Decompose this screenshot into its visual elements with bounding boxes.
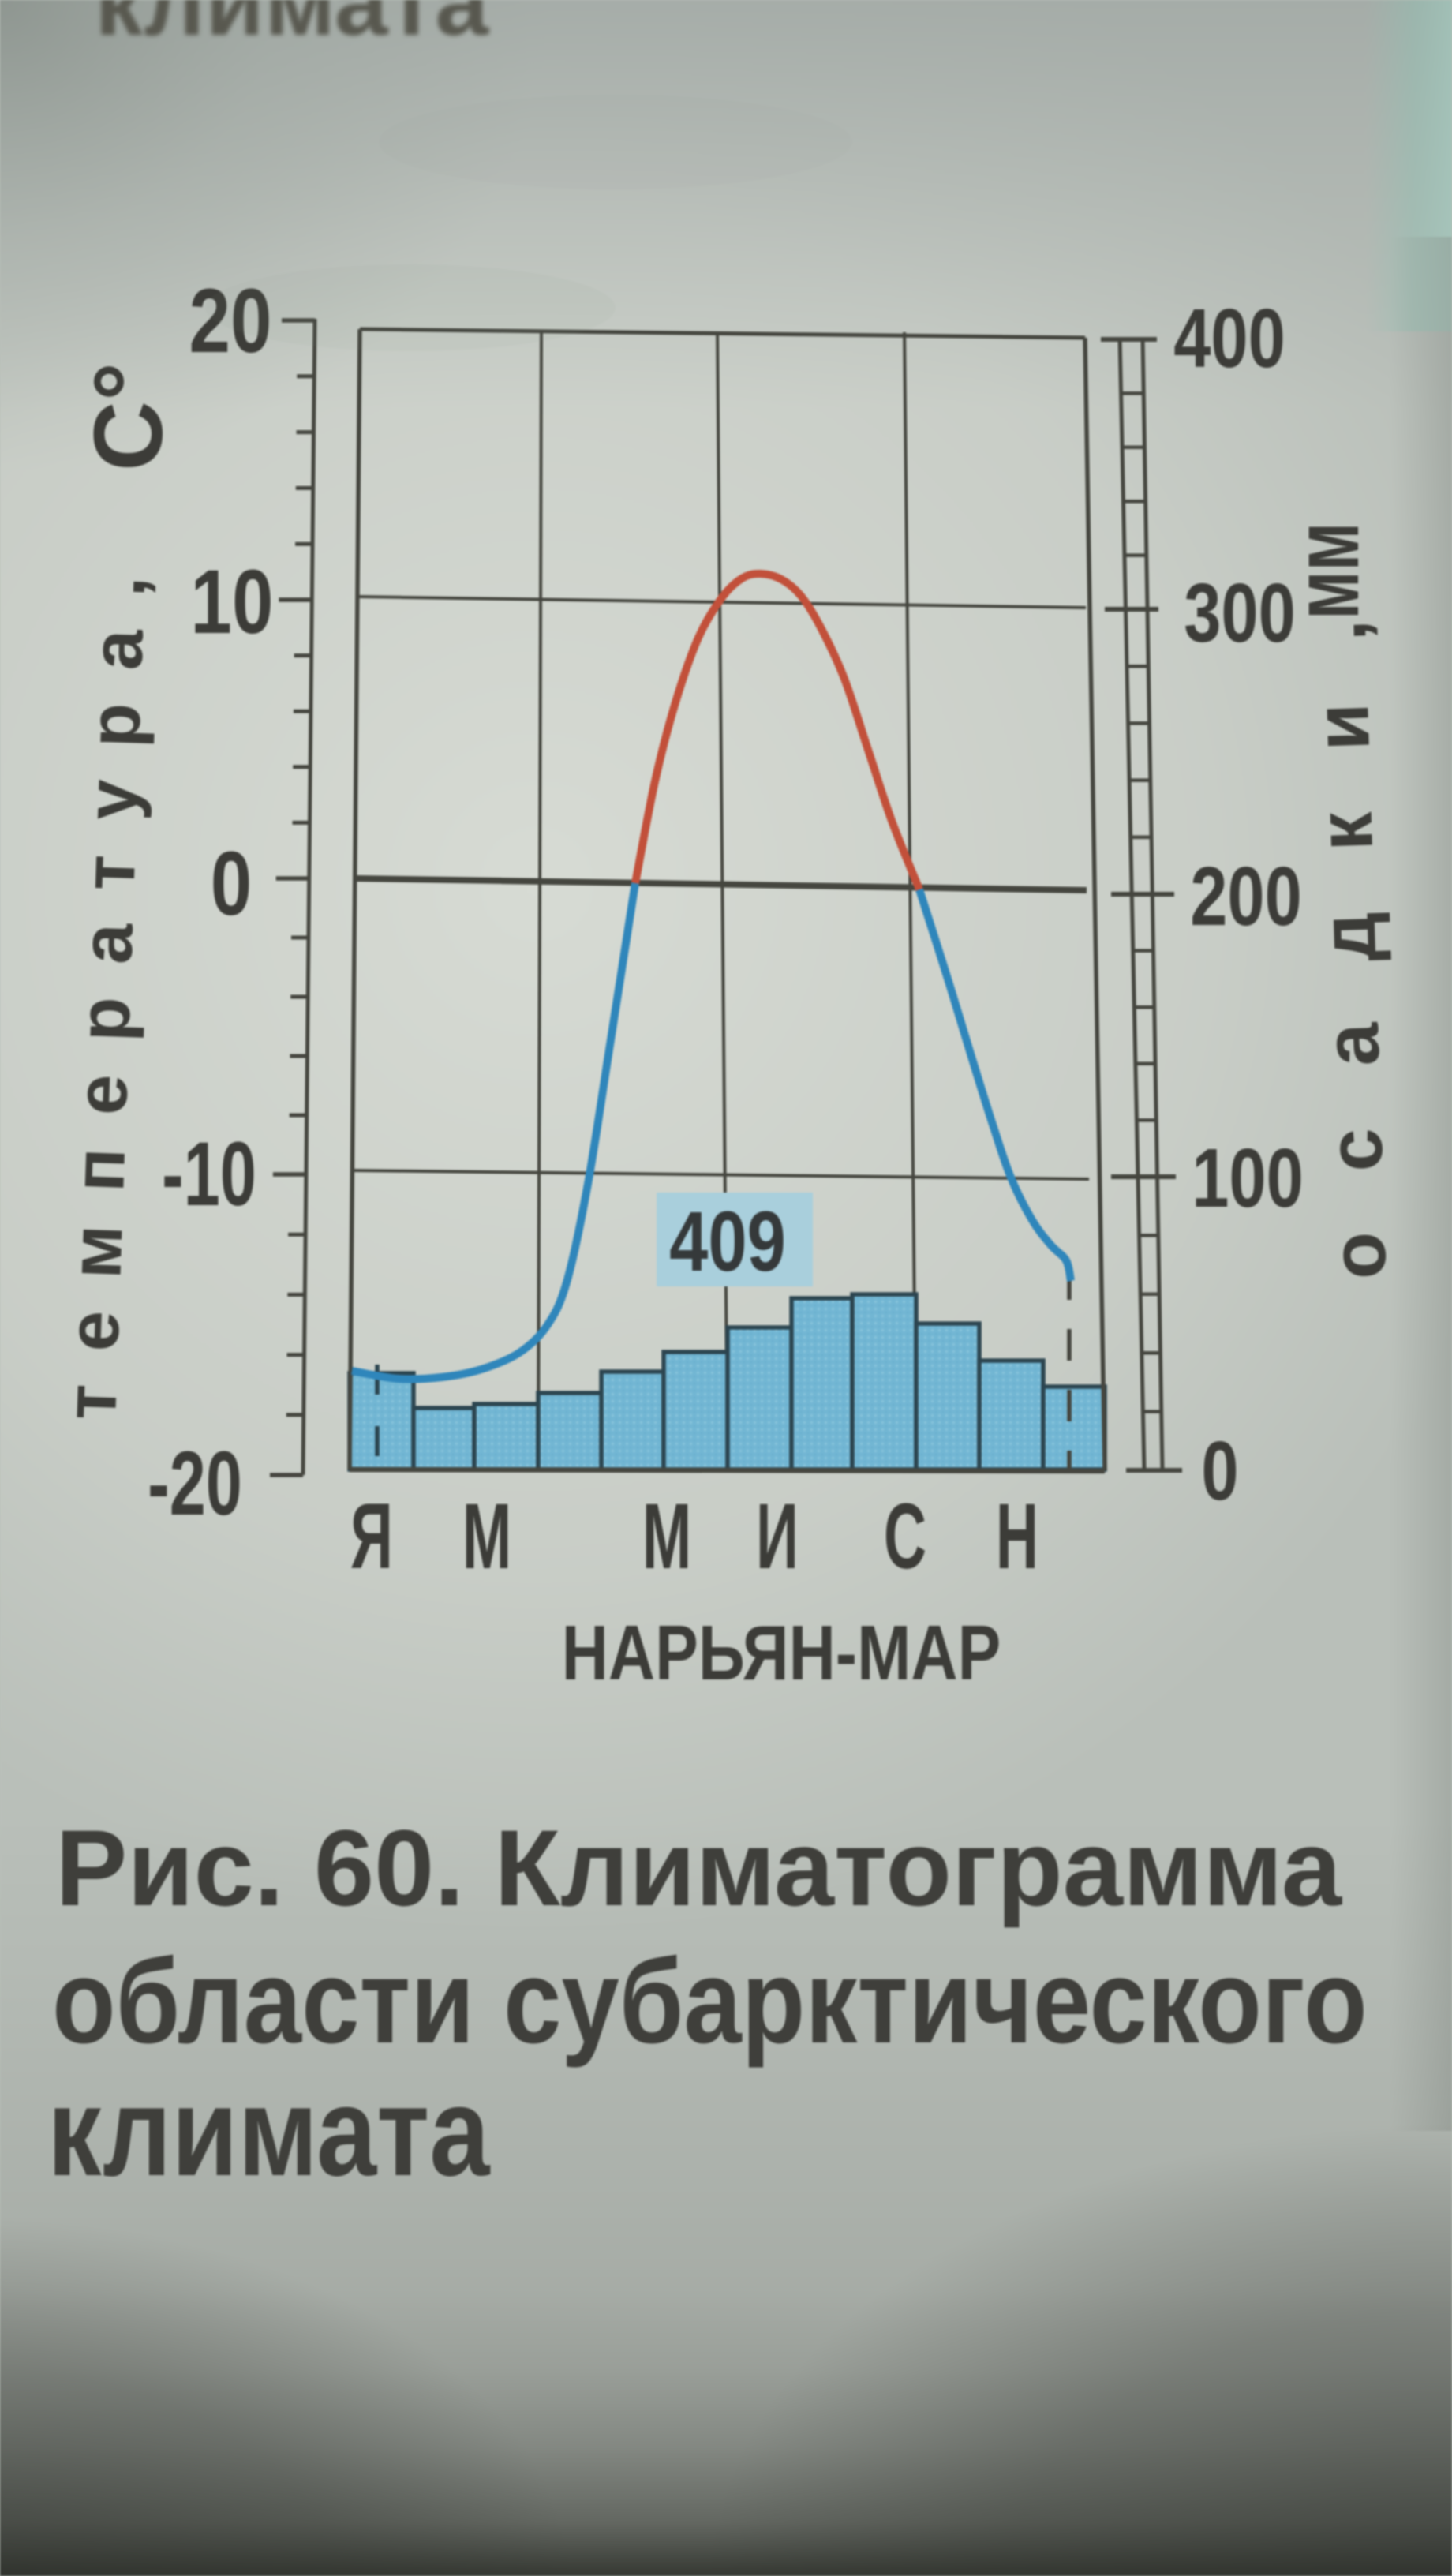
svg-text:области субарктического: области субарктического xyxy=(52,1934,1368,2069)
svg-text:100: 100 xyxy=(1192,1132,1303,1225)
svg-text:-10: -10 xyxy=(162,1124,256,1226)
svg-text:И: И xyxy=(756,1485,799,1588)
svg-text:0: 0 xyxy=(211,833,252,934)
svg-text:НАРЬЯН-МАР: НАРЬЯН-МАР xyxy=(562,1610,1001,1697)
svg-text:М: М xyxy=(462,1485,511,1588)
svg-text:Н: Н xyxy=(996,1485,1038,1588)
svg-text:климата: климата xyxy=(47,2061,490,2203)
svg-text:Рис. 60. Климатограмма: Рис. 60. Климатограмма xyxy=(55,1808,1343,1929)
svg-text:мм: мм xyxy=(1274,522,1379,620)
svg-text:0: 0 xyxy=(1201,1425,1238,1518)
svg-text:М: М xyxy=(642,1485,691,1588)
svg-text:200: 200 xyxy=(1190,850,1301,943)
svg-text:300: 300 xyxy=(1184,567,1295,660)
svg-text:Я: Я xyxy=(350,1485,393,1588)
svg-text:С: С xyxy=(884,1485,926,1588)
svg-text:С°: С° xyxy=(75,362,183,471)
svg-text:климата: климата xyxy=(95,0,489,55)
svg-text:409: 409 xyxy=(669,1194,786,1289)
svg-text:10: 10 xyxy=(191,552,274,653)
svg-text:20: 20 xyxy=(189,271,272,372)
svg-text:400: 400 xyxy=(1173,292,1285,385)
svg-text:-20: -20 xyxy=(148,1433,242,1535)
